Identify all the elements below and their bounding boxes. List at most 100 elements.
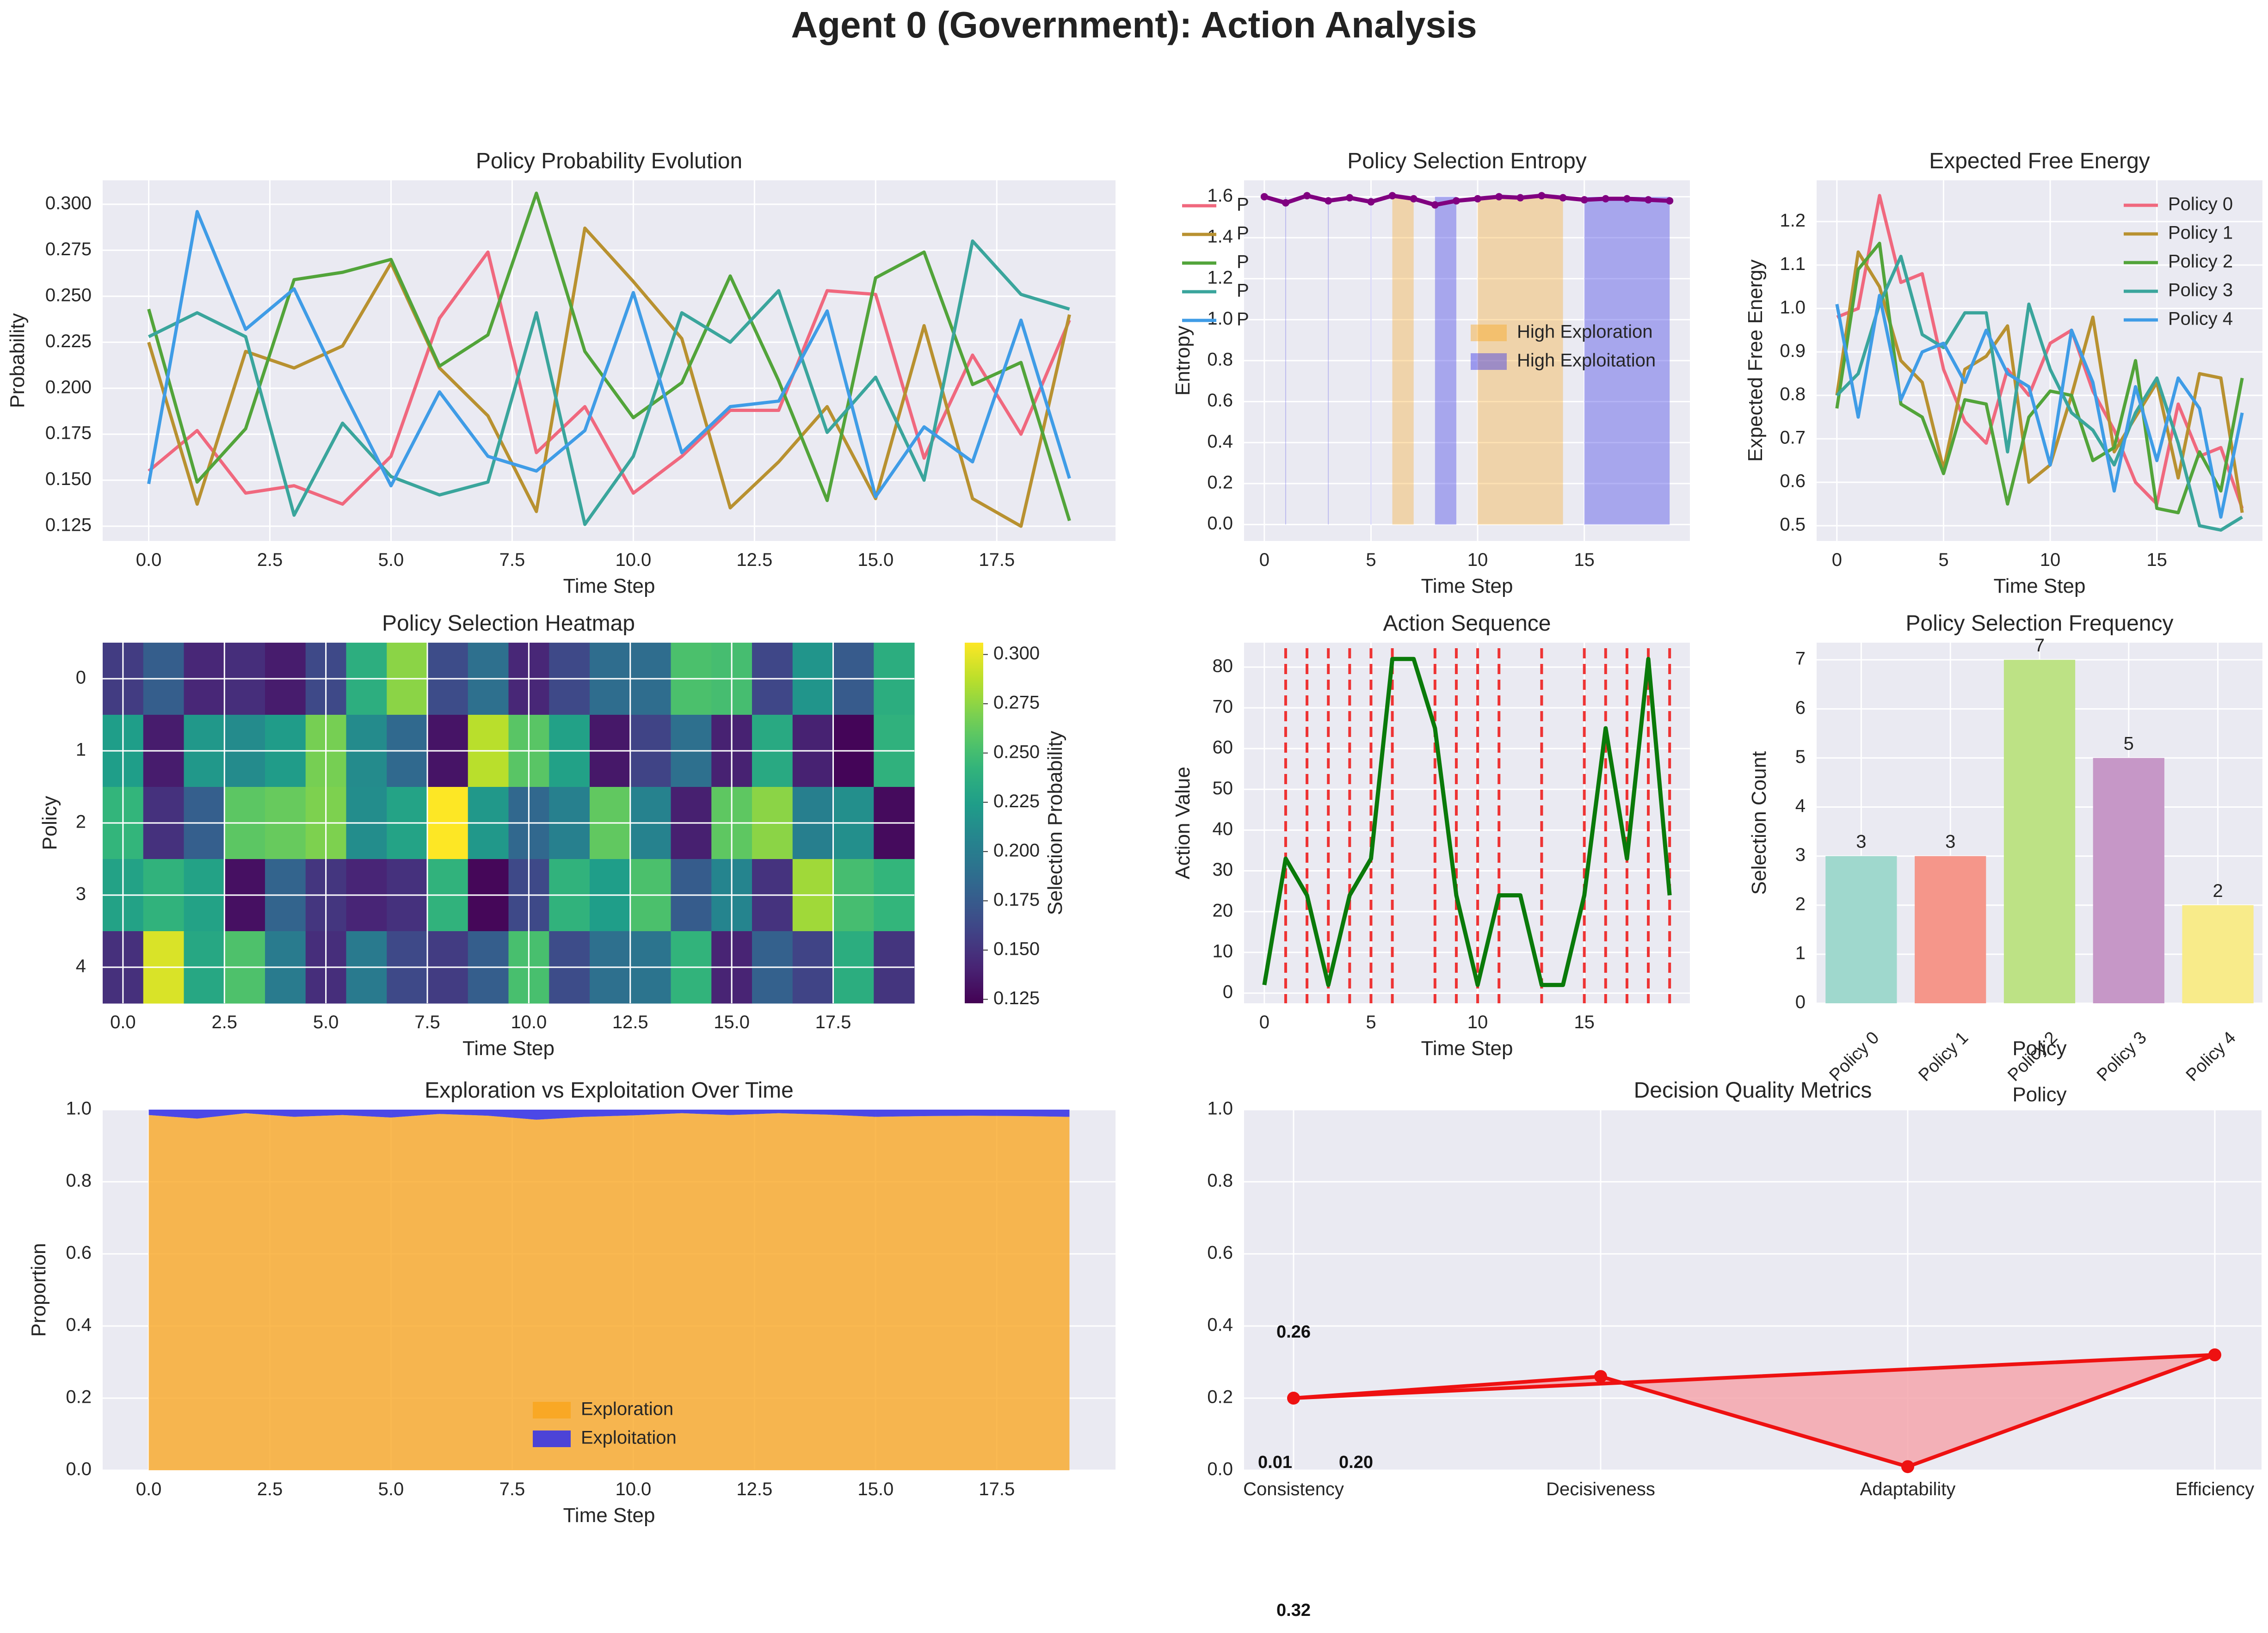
legend-label: Policy 1 [2168, 223, 2233, 243]
metric-point [1594, 1370, 1607, 1383]
entropy-point [1580, 196, 1588, 204]
metric-point [2208, 1348, 2221, 1362]
series-line-policy-1 [147, 226, 1071, 528]
y-tick-label: 0.200 [45, 377, 92, 397]
exploration-span [1392, 196, 1414, 525]
figure-title: Agent 0 (Government): Action Analysis [791, 4, 1477, 45]
y-tick-label: 0.6 [1780, 471, 1806, 491]
x-tick-label: 7.5 [499, 1479, 525, 1499]
y-tick-label: 0.8 [1780, 384, 1806, 405]
y-tick-label: 0.150 [45, 469, 92, 489]
overlap-legend-label: P [1237, 309, 1249, 330]
y-tick-label: 0.275 [45, 239, 92, 259]
series-line-policy-0 [148, 250, 1071, 506]
y-tick-label: 70 [1213, 697, 1233, 717]
x-tick-label: 10 [2040, 550, 2061, 570]
y-tick-label: 1.2 [1207, 267, 1233, 288]
legend-label: High Exploitation [1517, 350, 1656, 371]
entropy-point [1303, 192, 1311, 200]
bar-policy-4 [2182, 905, 2254, 1003]
colorbar [965, 643, 983, 1003]
y-tick-label: 60 [1213, 737, 1233, 758]
y-tick-label: 1 [76, 740, 86, 760]
x-axis-label: Time Step [1421, 1037, 1513, 1060]
legend-label: Policy 3 [2168, 280, 2233, 301]
chart-title: Policy Selection Heatmap [382, 611, 635, 636]
bar-value-label: 2 [2213, 881, 2223, 901]
overlap-legend-label: P [1237, 195, 1249, 215]
x-tick-label: 0 [1259, 1012, 1270, 1032]
colorbar-label: Selection Probability [1044, 731, 1066, 915]
y-tick-label: 10 [1213, 941, 1233, 961]
colorbar-tick-label: 0.150 [993, 939, 1040, 959]
entropy-point [1260, 193, 1268, 201]
x-axis-label: Time Step [563, 575, 655, 597]
series-line-policy-4 [1835, 294, 2244, 519]
x-tick-label: 5 [1938, 550, 1948, 570]
series-line-policy-3 [1836, 254, 2243, 532]
x-tick-label: Policy 0 [1826, 1028, 1883, 1085]
x-tick-label: 17.5 [815, 1012, 851, 1032]
y-tick-label: 20 [1213, 900, 1233, 921]
colorbar-tick-label: 0.175 [993, 890, 1040, 910]
y-tick-label: 1.0 [1207, 308, 1233, 329]
entropy-point [1282, 199, 1289, 207]
x-axis-label: Time Step [563, 1504, 655, 1527]
series-line-policy-4 [147, 210, 1071, 498]
y-tick-label: 0.6 [1207, 390, 1233, 411]
x-tick-label: 15.0 [857, 1479, 894, 1499]
decision-quality-panel: 0.0 0.2 0.4 0.6 0.8 1.0 Consistency Decisivenes… [1207, 1078, 2262, 1620]
y-tick-label: 0.0 [1207, 513, 1233, 534]
y-tick-label: 0 [1795, 992, 1806, 1013]
y-tick-label: 0.300 [45, 193, 92, 213]
x-tick-label: 5 [1366, 550, 1376, 570]
chart-title: Exploration vs Exploitation Over Time [425, 1078, 794, 1103]
y-tick-label: 0.8 [1207, 350, 1233, 370]
x-tick-label: 12.5 [736, 1479, 772, 1499]
y-tick-label: 4 [76, 956, 86, 976]
entropy-point [1346, 194, 1354, 202]
x-tick-label: 2.5 [257, 1479, 283, 1499]
chart-title: Decision Quality Metrics [1634, 1078, 1872, 1103]
y-axis-label: Expected Free Energy [1744, 259, 1767, 462]
colorbar-tick-label: 0.225 [993, 791, 1040, 811]
legend-label: High Exploration [1517, 322, 1653, 342]
y-tick-label: 0.6 [66, 1243, 92, 1263]
entropy-point [1666, 197, 1674, 205]
y-tick-label: 2 [1795, 894, 1806, 914]
y-tick-label: 1.0 [1207, 1099, 1233, 1119]
metric-value-label: 0.20 [1339, 1453, 1373, 1472]
series-line-policy-3 [148, 239, 1070, 526]
x-tick-label: Policy 4 [2182, 1028, 2240, 1085]
bar-policy-0 [1825, 856, 1897, 1003]
x-tick-label: 7.5 [414, 1012, 440, 1032]
bar-value-label: 5 [2124, 733, 2134, 754]
y-tick-label: 1 [1795, 943, 1806, 963]
y-tick-label: 0.8 [66, 1171, 92, 1191]
y-tick-label: 0.0 [66, 1459, 92, 1480]
y-axis-label: Action Value [1171, 767, 1194, 879]
entropy-point [1645, 196, 1652, 204]
y-tick-label: 0.4 [66, 1315, 92, 1335]
y-tick-label: 40 [1213, 819, 1233, 839]
x-tick-label: 10 [1467, 1012, 1488, 1032]
series-line-policy-2 [147, 191, 1071, 522]
action_sequence-panel: 0 10 20 30 40 50 60 70 80 0 5 10 15 Action Sequence Ti… [1171, 611, 1690, 1060]
legend-swatch-exploration [1471, 325, 1507, 341]
overlap-legend-label: P [1237, 252, 1249, 272]
x-tick-label: 12.5 [736, 550, 772, 570]
y-tick-label: 3 [1795, 845, 1806, 865]
y-tick-label: 0.8 [1207, 1171, 1233, 1191]
colorbar-tick-label: 0.250 [993, 742, 1040, 762]
y-tick-label: 4 [1795, 796, 1806, 816]
x-tick-label: 0 [1832, 550, 1842, 570]
y-tick-label: 2 [76, 812, 86, 832]
y-tick-label: 1.0 [66, 1099, 92, 1119]
legend-label: Policy 2 [2168, 252, 2233, 272]
bar-policy-2 [2003, 660, 2076, 1003]
overlap-legend-label: P [1237, 223, 1249, 244]
metric-point [1287, 1392, 1300, 1405]
bar-value-label: 3 [1945, 832, 1955, 852]
bar-policy-1 [1915, 856, 1986, 1003]
